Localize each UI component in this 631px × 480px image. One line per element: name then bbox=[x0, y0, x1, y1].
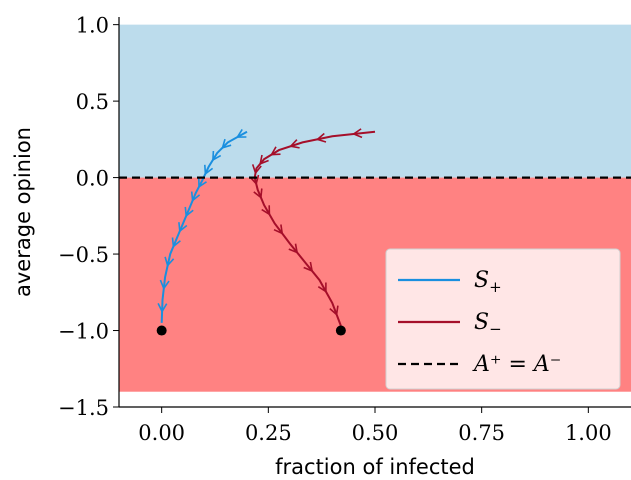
x-tick-label: 0.00 bbox=[138, 421, 185, 445]
flow-arrow bbox=[178, 222, 188, 233]
flow-arrow bbox=[329, 305, 339, 317]
flow-arrow bbox=[259, 154, 269, 166]
ticks: 0.00 0.25 0.50 0.75 1.00 1.0 0.5 0.0 −0.5 −1.0 −1.… bbox=[58, 14, 612, 445]
y-tick-label: −1.0 bbox=[58, 320, 109, 344]
legend-box bbox=[385, 248, 621, 390]
flow-arrow bbox=[251, 164, 262, 175]
flow-arrow bbox=[184, 206, 194, 218]
flow-arrow bbox=[171, 237, 181, 248]
flow-arrow bbox=[164, 256, 175, 268]
y-tick-label: 1.0 bbox=[76, 14, 109, 38]
flow-arrow bbox=[352, 128, 363, 139]
y-tick-label: 0.0 bbox=[76, 167, 109, 191]
flow-arrow bbox=[204, 164, 214, 176]
y-axis-label: average opinion bbox=[11, 127, 35, 297]
flow-arrow bbox=[190, 191, 201, 203]
x-tick-label: 0.50 bbox=[352, 421, 399, 445]
legend-label-2: A⁺ = A⁻ bbox=[472, 352, 561, 377]
flow-arrow bbox=[212, 150, 222, 162]
flow-arrow bbox=[315, 132, 327, 143]
start-point bbox=[335, 325, 346, 336]
y-tick-label: −1.5 bbox=[58, 396, 109, 420]
legend-label-0: S+ bbox=[474, 268, 502, 296]
y-tick-label: 0.5 bbox=[76, 90, 109, 114]
flow-arrow bbox=[253, 188, 263, 200]
flow-arrow bbox=[198, 177, 207, 189]
flow-arrow bbox=[273, 224, 284, 235]
flow-arrow bbox=[249, 174, 260, 186]
start-point bbox=[156, 325, 167, 336]
legend-label-sub: + bbox=[489, 278, 502, 296]
flow-arrow bbox=[289, 139, 300, 149]
x-axis-label: fraction of infected bbox=[275, 455, 475, 479]
flow-arrow bbox=[288, 243, 299, 254]
x-tick-label: 1.00 bbox=[565, 421, 612, 445]
region-0 bbox=[119, 24, 631, 178]
legend: S+S−A⁺ = A⁻ bbox=[385, 248, 621, 390]
flow-arrow bbox=[270, 146, 281, 156]
flow-arrow bbox=[235, 128, 247, 138]
series-line-0 bbox=[160, 130, 248, 323]
x-tick-label: 0.25 bbox=[245, 421, 292, 445]
y-tick-label: −0.5 bbox=[58, 243, 109, 267]
x-tick-label: 0.75 bbox=[458, 421, 505, 445]
series-line-1 bbox=[253, 130, 376, 327]
legend-label-sub: − bbox=[489, 320, 502, 338]
legend-label-main: S bbox=[474, 310, 489, 335]
flow-arrow bbox=[157, 303, 168, 314]
flow-arrow bbox=[221, 138, 232, 149]
flow-arrow bbox=[261, 205, 271, 216]
legend-label-main: S bbox=[474, 268, 489, 293]
flow-arrow bbox=[159, 279, 170, 291]
legend-label-1: S− bbox=[474, 310, 502, 338]
flow-arrow bbox=[303, 261, 314, 273]
flow-arrow bbox=[317, 282, 327, 293]
series-layer bbox=[119, 128, 631, 336]
